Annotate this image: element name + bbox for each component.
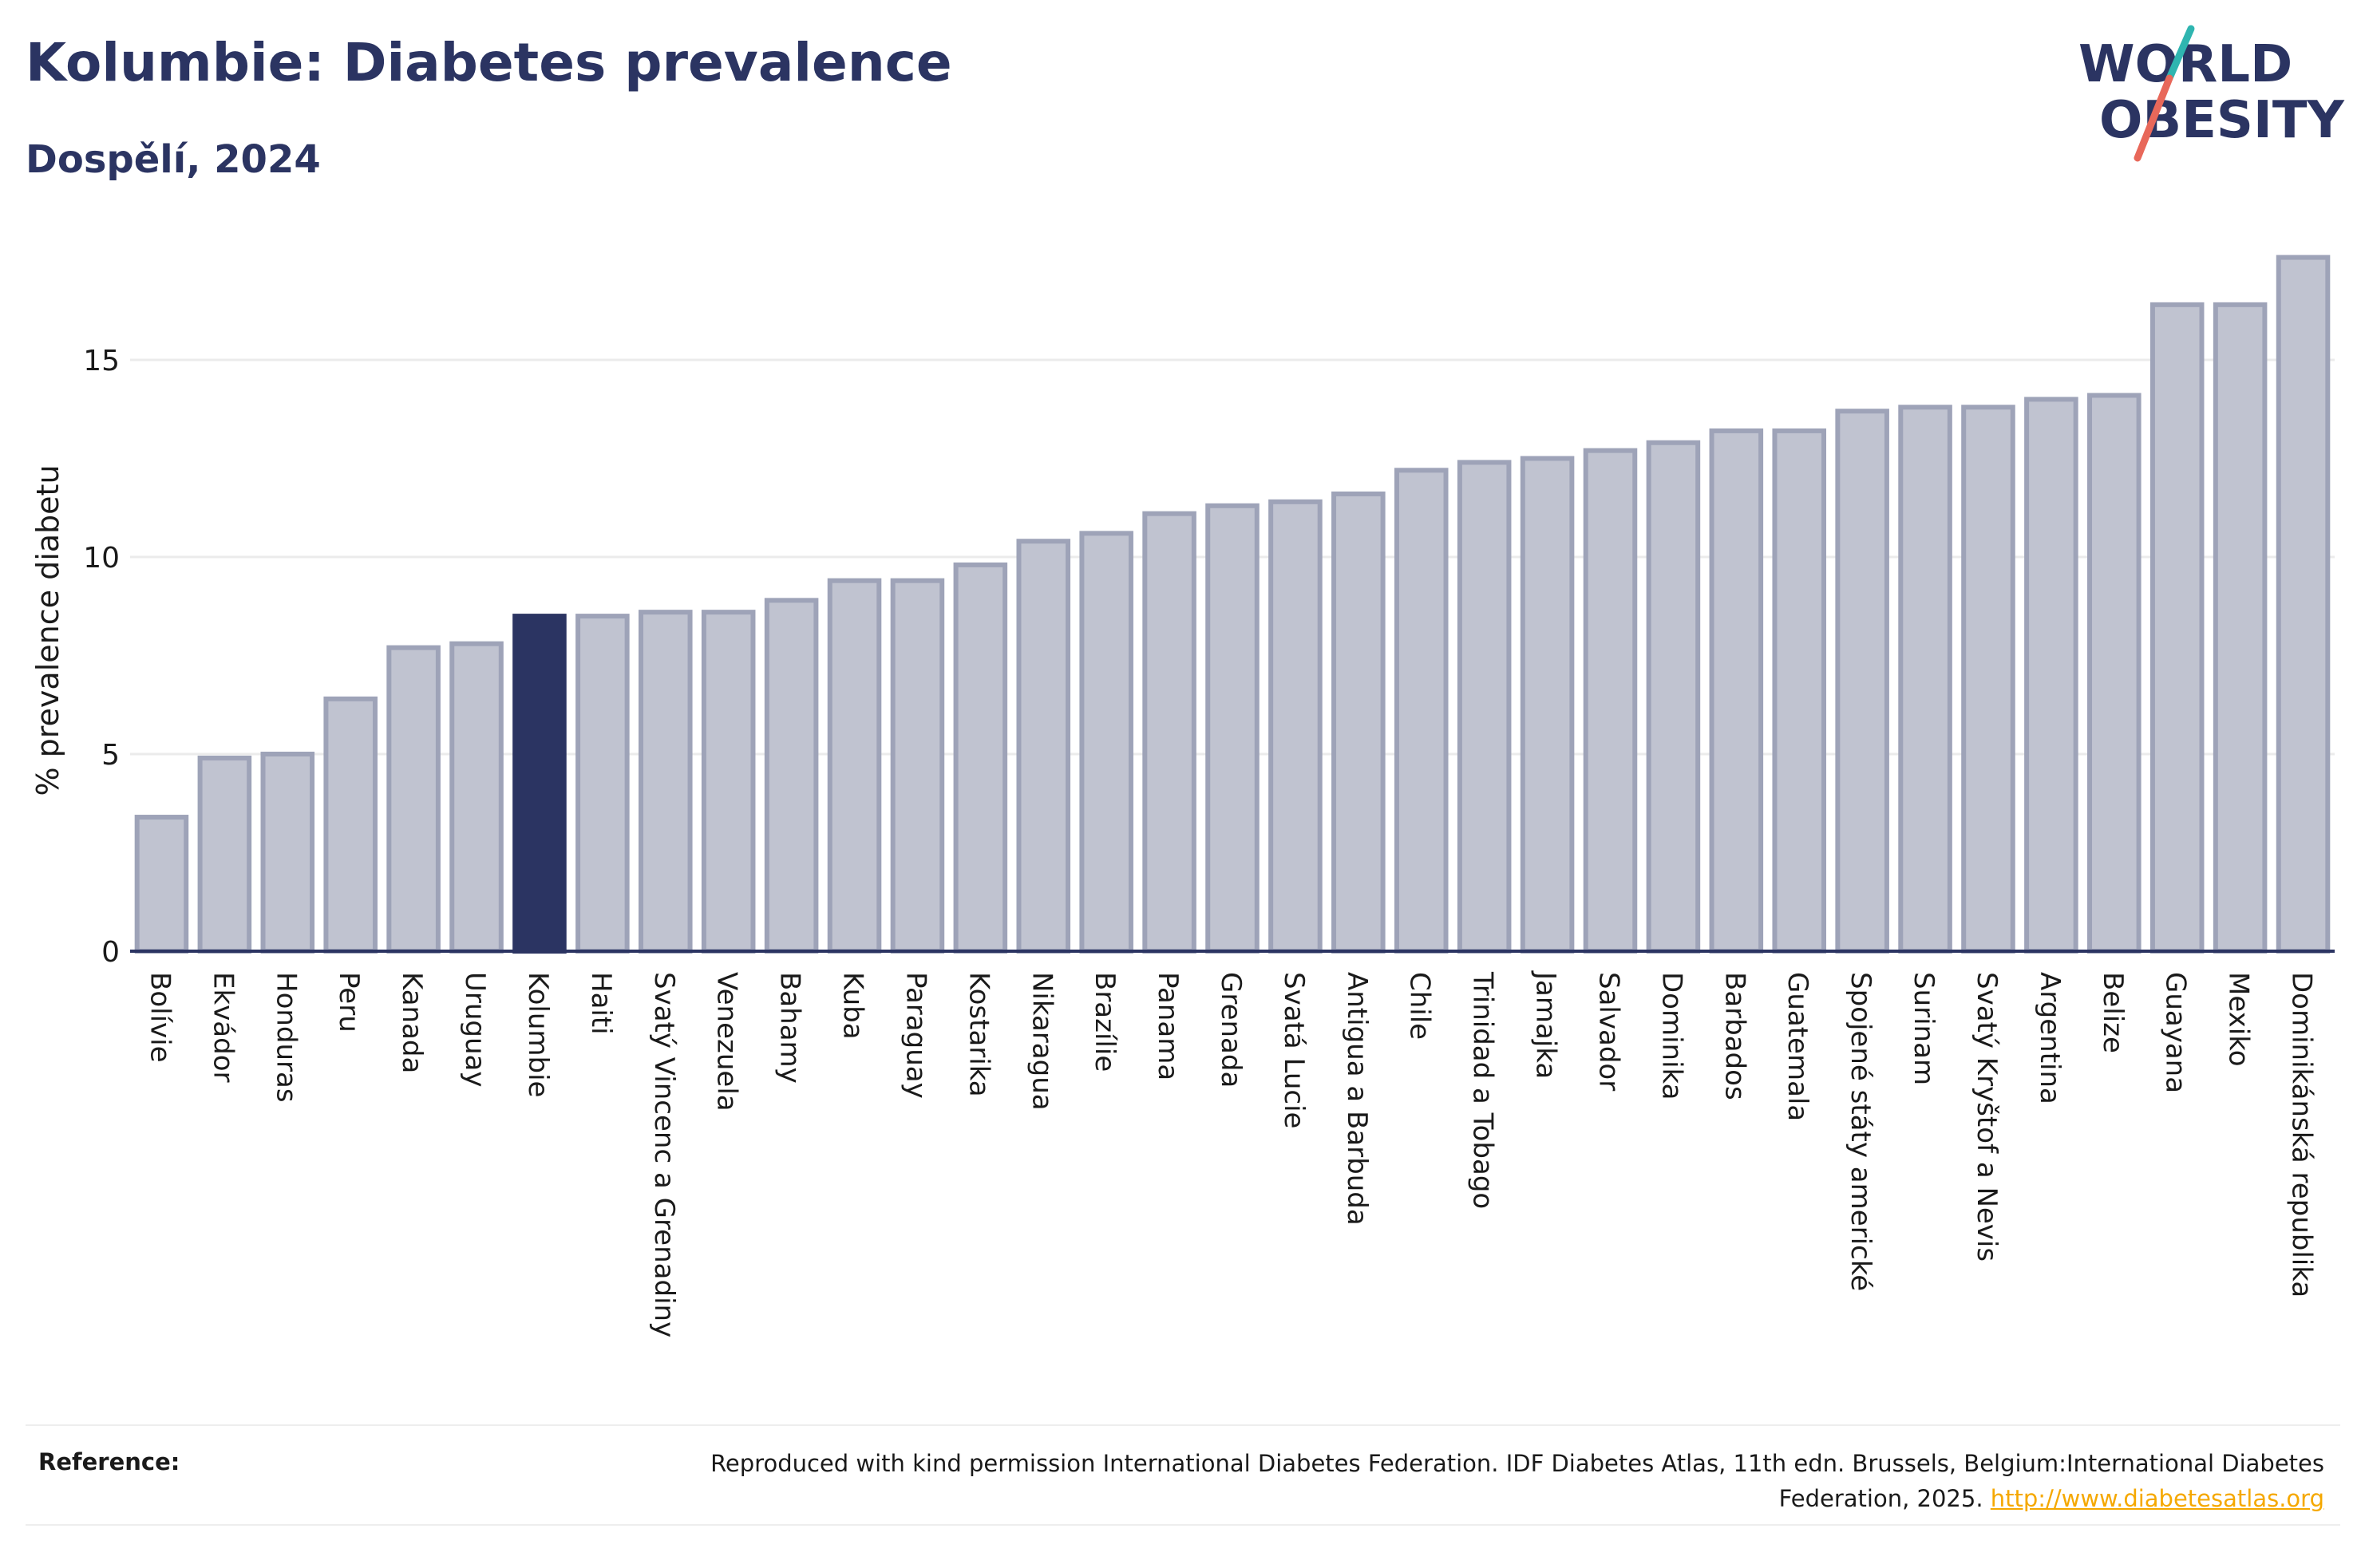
logo-slash-red [2134, 74, 2173, 162]
x-tick-label: Grenada [1215, 972, 1247, 1088]
bar [1079, 531, 1133, 954]
bar-highlight [512, 614, 567, 954]
x-tick-label: Paraguay [900, 972, 931, 1099]
y-tick-label: 0 [101, 936, 120, 969]
bar [1331, 491, 1386, 954]
bar [890, 578, 945, 954]
bar [1457, 460, 1512, 954]
x-tick-label: Dominika [1655, 972, 1687, 1100]
bar-chart: 0 5 10 15 Bolívie Ekvádor Honduras Peru Kanada U… [83, 255, 2335, 1337]
x-tick-label: Jamajka [1530, 970, 1562, 1079]
bar [1520, 456, 1575, 954]
bar [1898, 405, 1952, 954]
y-tick-label: 5 [101, 739, 120, 772]
y-tick-labels: 0 5 10 15 [83, 345, 120, 969]
x-tick-label: Dominikánská republika [2286, 972, 2318, 1297]
bar [1583, 448, 1638, 954]
bar [1268, 499, 1323, 954]
x-tick-label: Kostarika [963, 972, 995, 1097]
bar [1142, 511, 1196, 954]
x-tick-label: Barbados [1718, 972, 1750, 1100]
world-obesity-logo: WORLD OBESITY [2078, 25, 2344, 162]
logo-text-obesity: OBESITY [2099, 91, 2344, 150]
y-tick-label: 15 [83, 345, 120, 377]
bar [2087, 393, 2142, 954]
x-tick-label: Antigua a Barbuda [1341, 972, 1373, 1226]
bar [323, 696, 378, 954]
footer-divider [26, 1424, 2340, 1426]
x-tick-label: Bahamy [774, 972, 806, 1084]
x-tick-label: Spojené státy americké [1845, 972, 1877, 1291]
bar [197, 755, 252, 954]
x-tick-label: Svatý Vincenc a Grenadiny [648, 972, 680, 1337]
x-tick-label: Kanada [396, 972, 428, 1073]
bar [2024, 397, 2078, 954]
bar [1709, 428, 1764, 954]
reference-text: Reproduced with kind permission Internat… [688, 1446, 2324, 1516]
bar [2213, 302, 2268, 954]
bars [134, 255, 2331, 954]
footer-divider-bottom [26, 1524, 2340, 1526]
reference-label: Reference: [38, 1448, 180, 1475]
bar [134, 815, 189, 954]
logo-slash-teal [2165, 25, 2195, 82]
x-tick-label: Brazílie [1089, 972, 1121, 1072]
y-axis-label: % prevalence diabetu [30, 464, 65, 796]
bar [827, 578, 882, 954]
bar [1835, 409, 1889, 954]
bar [2276, 255, 2331, 954]
bar [764, 598, 819, 954]
chart-title: Kolumbie: Diabetes prevalence [26, 32, 952, 93]
bar [1205, 503, 1260, 954]
bar [575, 614, 630, 954]
reference-body: Reproduced with kind permission Internat… [710, 1450, 2324, 1512]
x-tick-label: Nikaragua [1026, 972, 1058, 1111]
x-tick-label: Panama [1152, 972, 1184, 1080]
x-tick-label: Chile [1404, 972, 1436, 1040]
bar [701, 610, 756, 954]
bar [2149, 302, 2205, 954]
x-tick-label: Belize [2097, 972, 2129, 1053]
x-tick-label: Surinam [1908, 972, 1940, 1085]
bar [953, 562, 1008, 954]
x-tick-label: Svatá Lucie [1278, 972, 1310, 1128]
x-tick-label: Venezuela [711, 972, 743, 1112]
x-tick-label: Svatý Kryštof a Nevis [1971, 972, 2003, 1262]
bar [1961, 405, 2015, 954]
chart-subtitle: Dospělí, 2024 [26, 137, 321, 182]
x-tick-label: Ekvádor [207, 972, 239, 1083]
bar [449, 641, 504, 954]
y-tick-label: 10 [83, 542, 120, 575]
x-tick-label: Kuba [837, 972, 869, 1040]
x-tick-label: Uruguay [459, 972, 491, 1088]
x-tick-label: Honduras [270, 972, 302, 1103]
bar [1772, 428, 1827, 954]
bar [638, 610, 693, 954]
x-tick-label: Kolumbie [522, 972, 554, 1097]
x-tick-label: Haiti [585, 972, 617, 1035]
x-tick-label: Guayana [2160, 972, 2192, 1093]
bar [1016, 539, 1071, 954]
x-tick-label: Argentina [2034, 972, 2066, 1104]
x-tick-label: Guatemala [1782, 972, 1813, 1121]
x-tick-label: Salvador [1592, 972, 1624, 1091]
bar [386, 645, 441, 954]
bar [1646, 440, 1701, 954]
bar [260, 752, 315, 954]
bar [1394, 468, 1449, 954]
x-tick-label: Mexiko [2223, 972, 2255, 1067]
x-tick-label: Peru [333, 972, 365, 1033]
reference-link[interactable]: http://www.diabetesatlas.org [1990, 1485, 2324, 1512]
x-tick-label: Trinidad a Tobago [1467, 971, 1499, 1209]
x-tick-labels: Bolívie Ekvádor Honduras Peru Kanada Uruguay K… [144, 970, 2317, 1337]
x-tick-label: Bolívie [144, 972, 176, 1063]
